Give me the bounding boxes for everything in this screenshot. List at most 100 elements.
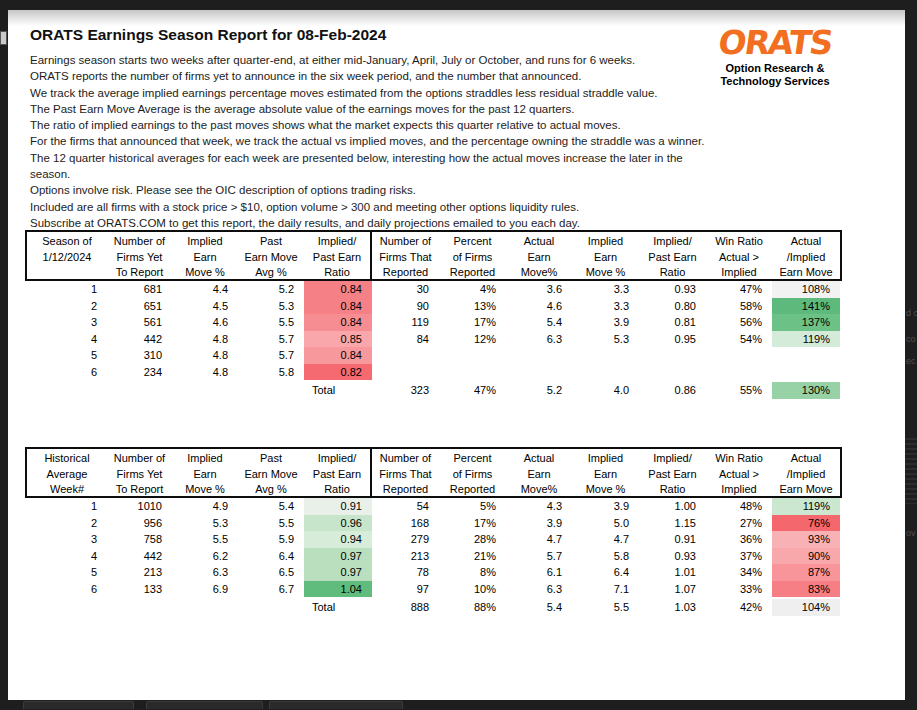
cell: 310 xyxy=(107,347,172,364)
intro-line: Included are all firms with a stock pric… xyxy=(30,199,720,215)
heatmap-cell: 0.84 xyxy=(304,347,372,364)
cell: 5.8 xyxy=(572,548,639,565)
header-line: Implied/ xyxy=(639,451,706,467)
header-line: Past Earn xyxy=(304,467,370,483)
header-line: Ratio xyxy=(304,482,370,498)
heatmap-cell: 0.97 xyxy=(304,564,372,581)
cell: 3.9 xyxy=(572,314,639,331)
cell xyxy=(238,382,304,399)
cell: 1.15 xyxy=(639,515,706,532)
header-line: Reported xyxy=(372,265,439,281)
heatmap-cell: 0.84 xyxy=(304,314,372,331)
header-line: Earn xyxy=(172,467,238,483)
header-cell: Implied/Past EarnRatio xyxy=(639,449,706,496)
heatmap-cell: 0.91 xyxy=(304,498,372,515)
cell: 27% xyxy=(706,515,772,532)
cell: 5.9 xyxy=(238,531,304,548)
header-line: Past Earn xyxy=(639,467,706,483)
cell: 5.4 xyxy=(506,599,572,616)
cell: 3.3 xyxy=(572,298,639,315)
data-row: 29565.35.50.9616817%3.95.01.1527%76% xyxy=(27,515,840,532)
cell: 54% xyxy=(706,331,772,348)
cell xyxy=(639,347,706,364)
header-line: Implied xyxy=(172,234,238,250)
cell: 323 xyxy=(372,382,439,399)
cell: 10% xyxy=(439,581,506,598)
heatmap-cell: 0.82 xyxy=(304,364,372,381)
cell: 651 xyxy=(107,298,172,315)
cell: 5.2 xyxy=(506,382,572,399)
header-cell: PastEarn MoveAvg % xyxy=(238,232,304,279)
cell: 3 xyxy=(27,531,107,548)
header-line: of Firms xyxy=(439,467,506,483)
background-tab[interactable] xyxy=(269,701,403,709)
cell: 5.5 xyxy=(238,314,304,331)
cell: 0.91 xyxy=(639,531,706,548)
cell xyxy=(572,347,639,364)
data-row: 37585.55.90.9427928%4.74.70.9136%93% xyxy=(27,531,840,548)
orats-logo-subtitle-line1: Option Research & xyxy=(715,62,835,75)
header-cell: ImpliedEarnMove % xyxy=(172,232,238,279)
cell: 4.3 xyxy=(506,498,572,515)
data-row: 44424.85.70.858412%6.35.30.9554%119% xyxy=(27,331,840,348)
data-row: 26514.55.30.849013%4.63.30.8058%141% xyxy=(27,298,840,315)
cell: 4% xyxy=(439,281,506,298)
header-line: Percent xyxy=(439,451,506,467)
cell: 1 xyxy=(27,281,107,298)
background-tab[interactable] xyxy=(23,701,134,709)
cell xyxy=(639,364,706,381)
intro-line: We track the average implied earnings pe… xyxy=(30,85,720,101)
header-line: Implied/ xyxy=(304,234,370,250)
header-cell: Implied/Past EarnRatio xyxy=(304,232,372,279)
header-line: Actual xyxy=(772,451,840,467)
cell xyxy=(27,599,107,616)
cell: 561 xyxy=(107,314,172,331)
header-line: Past Earn xyxy=(639,250,706,266)
header-line: Earn xyxy=(172,250,238,266)
cell: 4.6 xyxy=(172,314,238,331)
cell: 5 xyxy=(27,347,107,364)
cell: 6.7 xyxy=(238,581,304,598)
header-line: Move % xyxy=(572,265,639,281)
intro-paragraph: Earnings season starts two weeks after q… xyxy=(30,52,720,231)
background-text-fragment: co xyxy=(906,334,916,344)
data-row: 110104.95.40.91545%4.33.91.0048%119% xyxy=(27,498,840,515)
season-table-header: Season of1/12/2024Number ofFirms YetTo R… xyxy=(25,230,842,281)
background-tab[interactable] xyxy=(146,701,263,709)
header-line: Earn Move xyxy=(772,265,840,281)
cell: 55% xyxy=(706,382,772,399)
cell xyxy=(706,347,772,364)
background-text-fragment: d c xyxy=(906,308,917,318)
header-line: Percent xyxy=(439,234,506,250)
cell xyxy=(506,347,572,364)
cell: 4.4 xyxy=(172,281,238,298)
heatmap-cell: 137% xyxy=(772,314,840,331)
cell xyxy=(107,382,172,399)
header-line: Reported xyxy=(372,482,439,498)
header-line: Earn xyxy=(506,467,572,483)
historical-table: HistoricalAverageWeek#Number ofFirms Yet… xyxy=(25,447,842,616)
header-line: Win Ratio xyxy=(706,451,772,467)
cell: 56% xyxy=(706,314,772,331)
cell: 5.5 xyxy=(572,599,639,616)
header-line: Actual xyxy=(506,451,572,467)
cell: 1.00 xyxy=(639,498,706,515)
cell: 28% xyxy=(439,531,506,548)
cell: 37% xyxy=(706,548,772,565)
cell: 6.2 xyxy=(172,548,238,565)
data-row: 52136.36.50.97788%6.16.41.0134%87% xyxy=(27,564,840,581)
cell xyxy=(572,364,639,381)
header-line: of Firms xyxy=(439,250,506,266)
cell: 4.6 xyxy=(506,298,572,315)
header-line: Implied xyxy=(706,265,772,281)
header-line: Earn Move xyxy=(772,482,840,498)
cell: 0.80 xyxy=(639,298,706,315)
header-cell: HistoricalAverageWeek# xyxy=(27,449,107,496)
cell: 168 xyxy=(372,515,439,532)
header-line: Number of xyxy=(372,451,439,467)
cell: 88% xyxy=(439,599,506,616)
cell: 5.4 xyxy=(238,498,304,515)
header-line: Actual xyxy=(772,234,840,250)
report-page: ORATS Earnings Season Report for 08-Feb-… xyxy=(8,10,905,700)
header-line: Ratio xyxy=(304,265,370,281)
